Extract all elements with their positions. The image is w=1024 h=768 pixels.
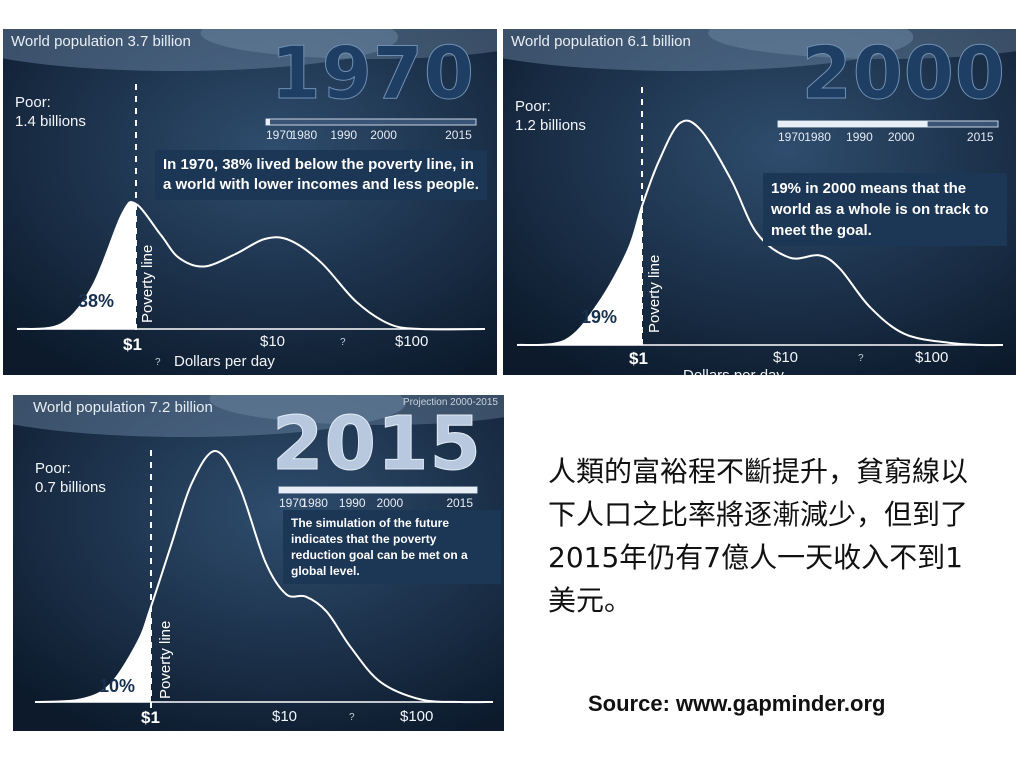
poor-count: Poor: 0.7 billions (35, 459, 106, 497)
chart-canvas-2000: 1970 1980 1990 2000 2015 (503, 29, 1016, 375)
poor-value: 1.4 billions (15, 113, 86, 130)
below-poverty-area (517, 206, 642, 346)
annotation-note: In 1970, 38% lived below the poverty lin… (155, 150, 487, 200)
year-label: 1970 (270, 31, 475, 116)
poverty-line-label: Poverty line (139, 244, 156, 323)
population-label: World population 3.7 billion (11, 33, 191, 50)
chart-panel-2015: 1970 1980 1990 2000 2015 World population 7.… (13, 395, 504, 731)
below-line-percent: 38% (78, 291, 115, 311)
timeline-progress (266, 119, 270, 125)
timeline-tick-label: 1970 (266, 128, 293, 142)
timeline-tick-label: 2015 (967, 130, 994, 144)
annotation-note: The simulation of the future indicates t… (283, 510, 501, 584)
timeline-tick-label: 1970 (778, 130, 805, 144)
cloud-shape (3, 29, 399, 71)
timeline-tick-label: 2000 (888, 130, 915, 144)
caption-text: 人類的富裕程不斷提升，貧窮線以下人口之比率將逐漸減少，但到了2015年仍有7億人… (548, 455, 969, 617)
chart-panel-1970: 1970 1980 1990 2000 2015 World population 3.… (3, 29, 497, 375)
timeline-tick-label: 2015 (446, 496, 473, 510)
distribution-curve (516, 119, 1004, 347)
timeline-tick-label: 1980 (290, 128, 317, 142)
projection-label: Projection 2000-2015 (402, 397, 498, 408)
cloud-shape (503, 29, 914, 71)
x-tick-100: $100 (400, 708, 434, 725)
x-unknown-mark: ? (858, 353, 864, 364)
year-label: 2015 (272, 401, 482, 488)
timeline-progress (279, 487, 477, 493)
x-tick-10: $10 (773, 349, 799, 366)
x-tick-1: $1 (123, 335, 142, 354)
timeline-tick-label: 1970 (279, 496, 306, 510)
x-axis-label: Dollars per day (174, 353, 275, 370)
below-poverty-area (17, 202, 136, 329)
x-tick-100: $100 (915, 349, 949, 366)
year-label: 2000 (801, 31, 1006, 116)
annotation-note: 19% in 2000 means that the world as a wh… (763, 173, 1007, 246)
distribution-curve (34, 450, 494, 704)
timeline-tick-label: 1980 (804, 130, 831, 144)
timeline-track (265, 118, 477, 126)
timeline-tick-label: 2000 (370, 128, 397, 142)
x-unknown-mark-2: ? (155, 357, 161, 368)
x-tick-1: $1 (629, 349, 648, 368)
source-label: Source: www.gapminder.org (588, 691, 886, 716)
population-label: World population 7.2 billion (33, 399, 213, 416)
timeline-tick-label: 1990 (330, 128, 357, 142)
distribution-curve (16, 201, 486, 331)
cloud-shape (200, 29, 497, 59)
x-unknown-mark: ? (349, 712, 355, 723)
cloud-shape (13, 395, 406, 437)
x-tick-10: $10 (272, 708, 298, 725)
timeline-progress (778, 121, 928, 127)
chart-panel-2000: 1970 1980 1990 2000 2015 World population 6.… (503, 29, 1016, 375)
poverty-line-label: Poverty line (157, 620, 174, 699)
poor-title: Poor: (515, 98, 551, 115)
x-axis-label: Dollars per day (683, 367, 784, 375)
poor-title: Poor: (15, 94, 51, 111)
poor-count: Poor: 1.2 billions (515, 97, 586, 135)
timeline-tick-label: 2015 (445, 128, 472, 142)
timeline-tick-label: 1980 (301, 496, 328, 510)
x-unknown-mark: ? (340, 337, 346, 348)
cloud-shape (209, 395, 504, 425)
poor-value: 0.7 billions (35, 479, 106, 496)
below-poverty-area (35, 606, 151, 702)
poverty-line-label: Poverty line (646, 254, 663, 333)
poor-value: 1.2 billions (515, 117, 586, 134)
timeline-tick-label: 2000 (377, 496, 404, 510)
x-tick-100: $100 (395, 333, 429, 350)
x-tick-10: $10 (260, 333, 286, 350)
timeline-tick-label: 1990 (846, 130, 873, 144)
timeline-tick-label: 1990 (339, 496, 366, 510)
cloud-shape (708, 29, 1016, 59)
x-tick-1: $1 (141, 708, 160, 727)
below-line-percent: 10% (99, 676, 136, 696)
population-label: World population 6.1 billion (511, 33, 691, 50)
below-line-percent: 19% (581, 307, 618, 327)
poor-count: Poor: 1.4 billions (15, 93, 86, 131)
poor-title: Poor: (35, 460, 71, 477)
